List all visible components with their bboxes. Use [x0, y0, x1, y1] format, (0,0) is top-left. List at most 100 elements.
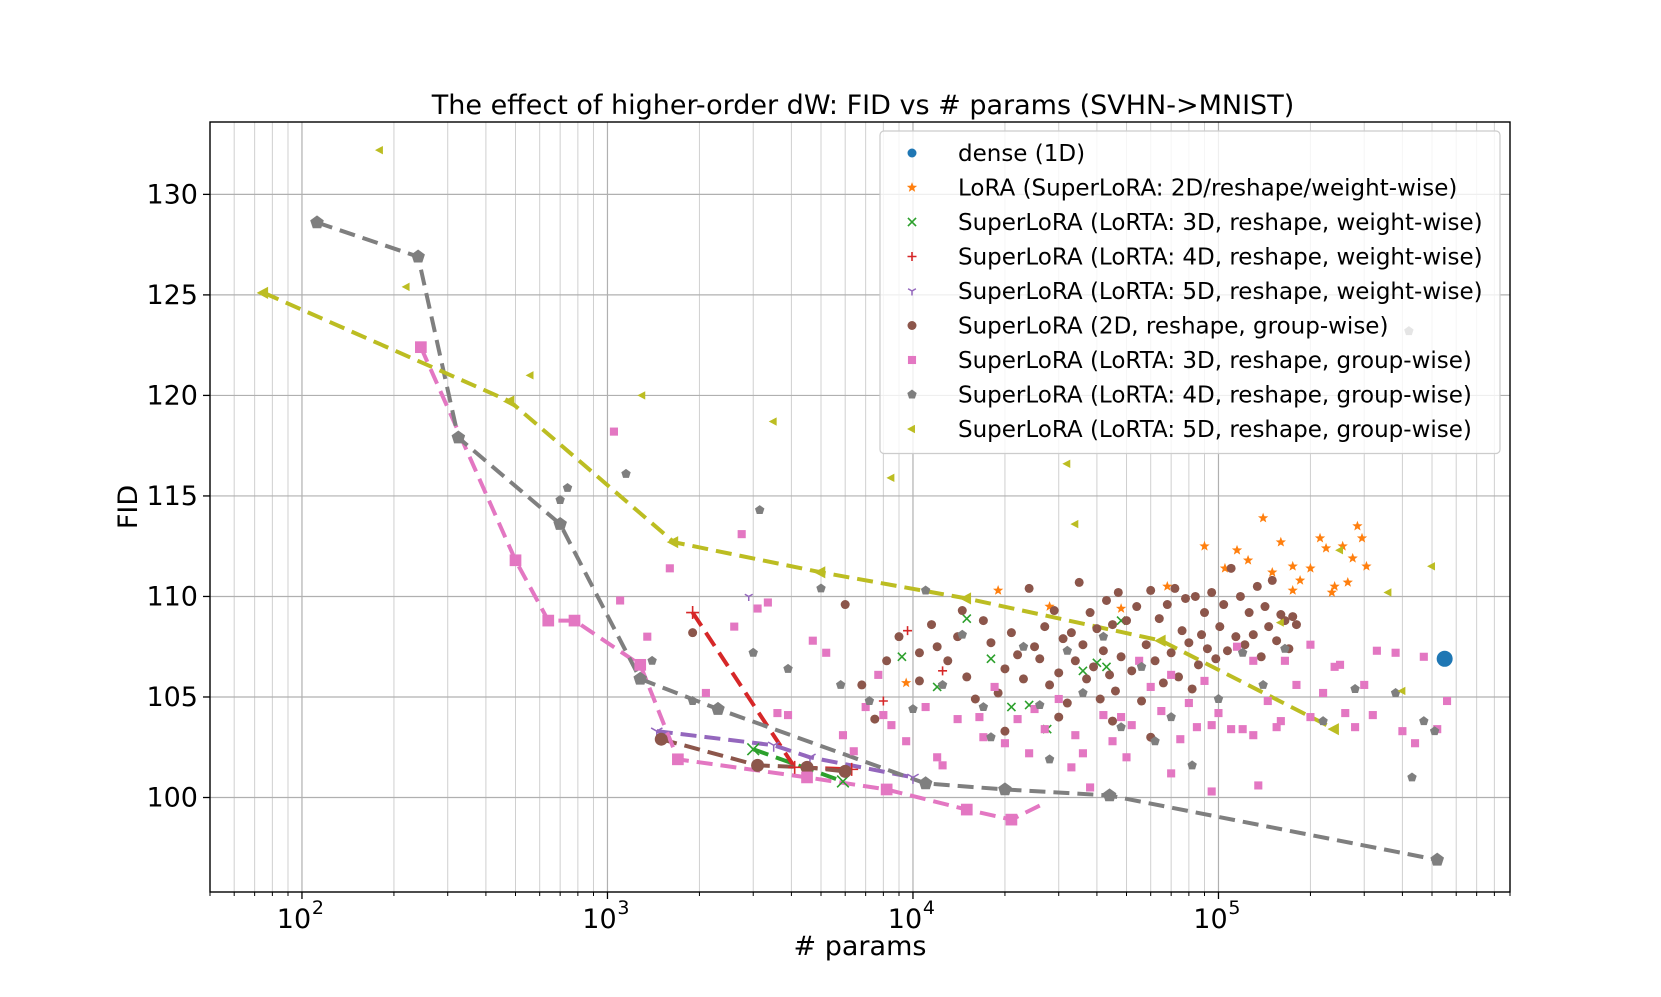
data-point [1430, 852, 1445, 866]
y-tick-label: 105 [146, 682, 198, 713]
data-point [1062, 645, 1073, 655]
data-point [1117, 713, 1126, 722]
data-point [451, 430, 466, 444]
data-point [978, 702, 989, 712]
data-point [1240, 640, 1250, 650]
data-point [870, 714, 880, 724]
data-point [1070, 519, 1079, 529]
data-point [1154, 634, 1166, 647]
x-tick-exponent: 5 [1228, 897, 1240, 919]
data-point [1238, 725, 1247, 734]
legend-marker [907, 321, 917, 330]
data-point [1049, 606, 1059, 616]
data-point [801, 771, 813, 784]
legend-marker [907, 252, 917, 261]
data-point [748, 647, 758, 657]
data-point [978, 616, 988, 626]
data-point [933, 753, 942, 762]
data-point [686, 606, 700, 620]
data-point [1184, 698, 1193, 708]
data-point [634, 658, 647, 671]
data-point [1116, 722, 1126, 732]
y-axis-label: FID [113, 485, 144, 529]
data-point [401, 282, 410, 292]
data-point [938, 761, 947, 770]
data-point [256, 286, 269, 299]
data-point [1192, 723, 1201, 732]
data-point [1211, 654, 1221, 664]
data-point [1267, 566, 1278, 577]
legend-entry-label: SuperLoRA (LoRTA: 4D, reshape, group-wis… [958, 383, 1472, 409]
data-point [932, 642, 942, 652]
data-point [1237, 647, 1248, 657]
data-point [1352, 520, 1363, 531]
data-point [1137, 696, 1147, 706]
data-point [970, 694, 980, 704]
data-point [903, 626, 913, 636]
data-point [509, 554, 522, 567]
data-point [1280, 643, 1290, 653]
data-point [880, 783, 893, 796]
data-point [375, 145, 383, 155]
data-point [1162, 581, 1173, 591]
data-point [1127, 721, 1136, 730]
data-point [1222, 646, 1232, 656]
x-tick-label: 10 [277, 904, 311, 935]
data-point [1256, 652, 1266, 662]
data-point [1115, 603, 1127, 613]
data-point [1257, 512, 1269, 523]
data-point [914, 676, 924, 686]
data-point [1187, 684, 1197, 694]
data-point [744, 593, 754, 601]
data-point [1267, 575, 1277, 585]
data-point [882, 656, 892, 666]
data-point [1099, 711, 1108, 720]
data-point [1044, 601, 1055, 611]
data-point [887, 721, 896, 730]
data-point [1351, 723, 1360, 732]
data-point [1291, 620, 1301, 630]
data-point [654, 732, 668, 746]
data-point [1275, 618, 1284, 627]
data-point [1337, 540, 1348, 551]
data-point [1167, 769, 1176, 778]
data-point [921, 702, 930, 712]
data-point [1360, 680, 1369, 689]
data-point [1154, 614, 1164, 624]
data-point [1275, 536, 1286, 547]
x-tick-label: 10 [582, 904, 616, 935]
data-point [633, 671, 648, 685]
data-point [1249, 731, 1258, 740]
data-point [986, 654, 996, 664]
data-point [1263, 696, 1272, 706]
data-point [1187, 760, 1197, 770]
data-point [783, 711, 793, 720]
data-point [902, 737, 911, 746]
data-point [975, 713, 984, 722]
data-point [1000, 739, 1009, 748]
data-point [960, 803, 973, 816]
legend-marker [907, 389, 917, 399]
data-point [1287, 560, 1298, 571]
data-point [1150, 736, 1160, 746]
data-point [1122, 616, 1132, 626]
y-tick-label: 130 [146, 179, 198, 210]
data-point [1024, 583, 1034, 593]
data-point [1252, 581, 1262, 591]
data-point [1219, 562, 1231, 573]
data-point [1166, 648, 1176, 658]
data-point [1272, 723, 1281, 732]
data-point [914, 648, 924, 658]
data-point [1078, 688, 1088, 697]
data-point [1013, 650, 1023, 660]
data-point [1341, 709, 1350, 718]
data-point [1108, 737, 1117, 746]
data-point [838, 764, 852, 778]
data-point [1116, 652, 1126, 662]
data-point [1319, 688, 1328, 698]
data-point [1066, 628, 1076, 638]
data-point [1213, 694, 1224, 704]
data-point [1442, 696, 1452, 706]
data-point [1146, 682, 1155, 691]
